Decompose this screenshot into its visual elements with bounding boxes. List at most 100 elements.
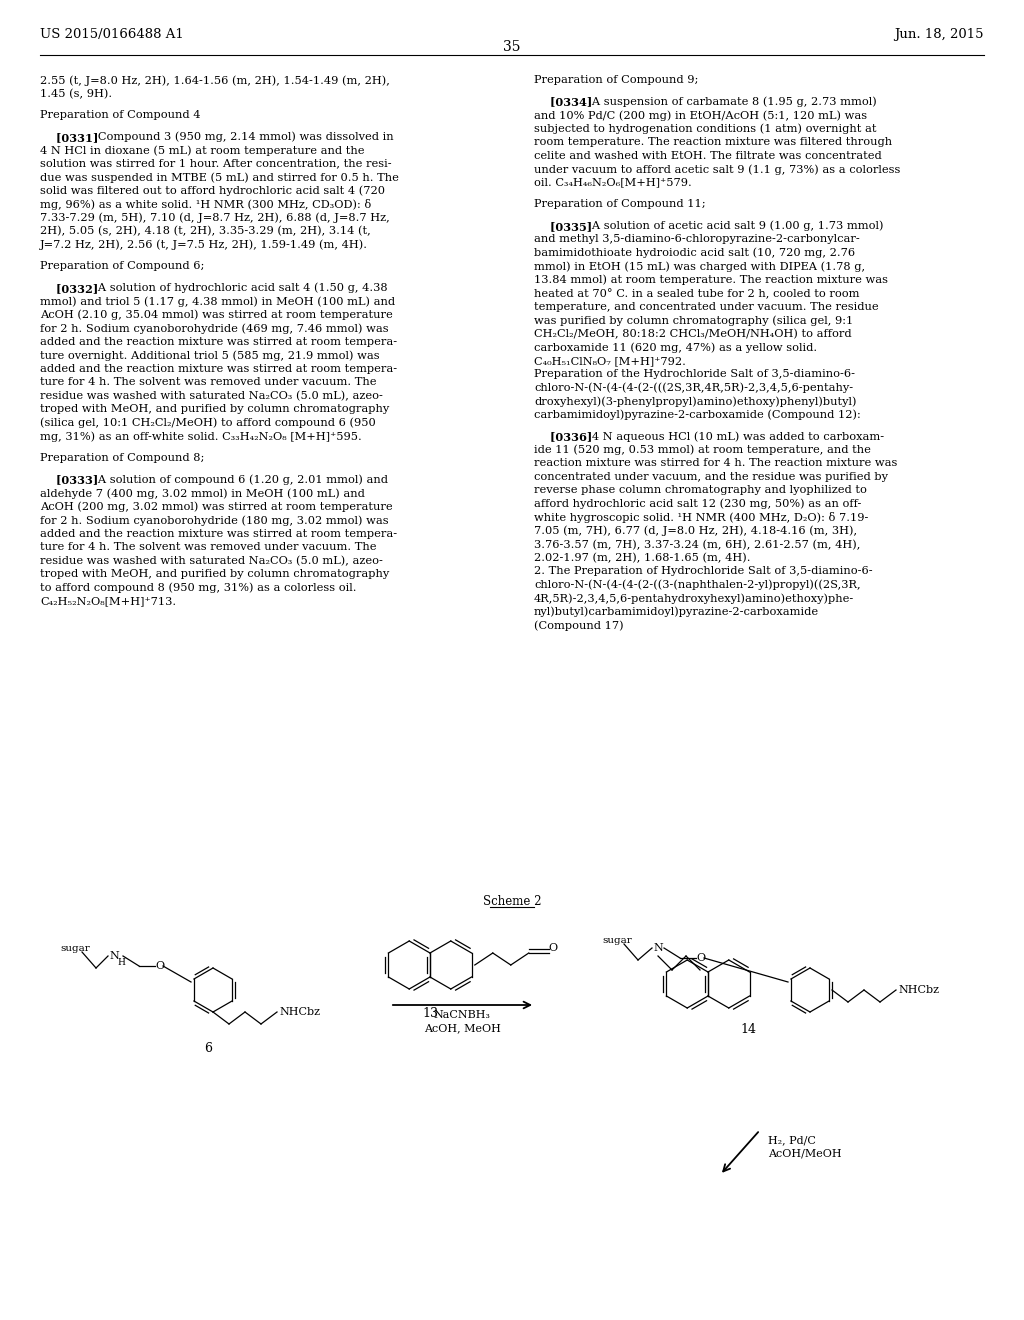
Text: ide 11 (520 mg, 0.53 mmol) at room temperature, and the: ide 11 (520 mg, 0.53 mmol) at room tempe… (534, 445, 870, 455)
Text: A suspension of carbamate 8 (1.95 g, 2.73 mmol): A suspension of carbamate 8 (1.95 g, 2.7… (581, 96, 877, 107)
Text: white hygroscopic solid. ¹H NMR (400 MHz, D₂O): δ 7.19-: white hygroscopic solid. ¹H NMR (400 MHz… (534, 512, 868, 524)
Text: chloro-N-(N-(4-(4-(2-((3-(naphthalen-2-yl)propyl)((2S,3R,: chloro-N-(N-(4-(4-(2-((3-(naphthalen-2-y… (534, 579, 860, 590)
Text: Preparation of Compound 8;: Preparation of Compound 8; (40, 453, 205, 463)
Text: sugar: sugar (602, 936, 632, 945)
Text: AcOH (200 mg, 3.02 mmol) was stirred at room temperature: AcOH (200 mg, 3.02 mmol) was stirred at … (40, 502, 392, 512)
Text: (silica gel, 10:1 CH₂Cl₂/MeOH) to afford compound 6 (950: (silica gel, 10:1 CH₂Cl₂/MeOH) to afford… (40, 418, 376, 429)
Text: Preparation of Compound 11;: Preparation of Compound 11; (534, 199, 706, 209)
Text: to afford compound 8 (950 mg, 31%) as a colorless oil.: to afford compound 8 (950 mg, 31%) as a … (40, 582, 356, 593)
Text: and 10% Pd/C (200 mg) in EtOH/AcOH (5:1, 120 mL) was: and 10% Pd/C (200 mg) in EtOH/AcOH (5:1,… (534, 110, 867, 120)
Text: troped with MeOH, and purified by column chromatography: troped with MeOH, and purified by column… (40, 404, 389, 414)
Text: 14: 14 (740, 1023, 756, 1036)
Text: NHCbz: NHCbz (898, 985, 939, 995)
Text: added and the reaction mixture was stirred at room tempera-: added and the reaction mixture was stirr… (40, 337, 397, 347)
Text: room temperature. The reaction mixture was filtered through: room temperature. The reaction mixture w… (534, 137, 892, 147)
Text: celite and washed with EtOH. The filtrate was concentrated: celite and washed with EtOH. The filtrat… (534, 150, 882, 161)
Text: C₄₀H₅₁ClN₈O₇ [M+H]⁺792.: C₄₀H₅₁ClN₈O₇ [M+H]⁺792. (534, 356, 686, 366)
Text: A solution of acetic acid salt 9 (1.00 g, 1.73 mmol): A solution of acetic acid salt 9 (1.00 g… (581, 220, 884, 231)
Text: Jun. 18, 2015: Jun. 18, 2015 (895, 28, 984, 41)
Text: Compound 3 (950 mg, 2.14 mmol) was dissolved in: Compound 3 (950 mg, 2.14 mmol) was disso… (87, 132, 393, 143)
Text: C₄₂H₅₂N₂O₈[M+H]⁺713.: C₄₂H₅₂N₂O₈[M+H]⁺713. (40, 597, 176, 606)
Text: 13: 13 (422, 1007, 438, 1020)
Text: N: N (653, 942, 663, 953)
Text: added and the reaction mixture was stirred at room tempera-: added and the reaction mixture was stirr… (40, 364, 397, 374)
Text: carbamimidoyl)pyrazine-2-carboxamide (Compound 12):: carbamimidoyl)pyrazine-2-carboxamide (Co… (534, 409, 861, 420)
Text: 3.76-3.57 (m, 7H), 3.37-3.24 (m, 6H), 2.61-2.57 (m, 4H),: 3.76-3.57 (m, 7H), 3.37-3.24 (m, 6H), 2.… (534, 540, 860, 549)
Text: reverse phase column chromatography and lyophilized to: reverse phase column chromatography and … (534, 486, 867, 495)
Text: for 2 h. Sodium cyanoborohydride (180 mg, 3.02 mmol) was: for 2 h. Sodium cyanoborohydride (180 mg… (40, 515, 389, 525)
Text: N: N (109, 950, 119, 961)
Text: sugar: sugar (60, 944, 90, 953)
Text: H₂, Pd/C: H₂, Pd/C (768, 1135, 816, 1144)
Text: A solution of compound 6 (1.20 g, 2.01 mmol) and: A solution of compound 6 (1.20 g, 2.01 m… (87, 475, 388, 486)
Text: mmol) in EtOH (15 mL) was charged with DIPEA (1.78 g,: mmol) in EtOH (15 mL) was charged with D… (534, 261, 865, 272)
Text: was purified by column chromatography (silica gel, 9:1: was purified by column chromatography (s… (534, 315, 853, 326)
Text: and methyl 3,5-diamino-6-chloropyrazine-2-carbonylcar-: and methyl 3,5-diamino-6-chloropyrazine-… (534, 235, 860, 244)
Text: [0334]: [0334] (534, 96, 592, 108)
Text: ture for 4 h. The solvent was removed under vacuum. The: ture for 4 h. The solvent was removed un… (40, 378, 377, 387)
Text: added and the reaction mixture was stirred at room tempera-: added and the reaction mixture was stirr… (40, 528, 397, 539)
Text: H: H (117, 958, 125, 968)
Text: 2. The Preparation of Hydrochloride Salt of 3,5-diamino-6-: 2. The Preparation of Hydrochloride Salt… (534, 566, 872, 577)
Text: mmol) and triol 5 (1.17 g, 4.38 mmol) in MeOH (100 mL) and: mmol) and triol 5 (1.17 g, 4.38 mmol) in… (40, 297, 395, 308)
Text: J=7.2 Hz, 2H), 2.56 (t, J=7.5 Hz, 2H), 1.59-1.49 (m, 4H).: J=7.2 Hz, 2H), 2.56 (t, J=7.5 Hz, 2H), 1… (40, 240, 368, 251)
Text: [0332]: [0332] (40, 282, 98, 294)
Text: solid was filtered out to afford hydrochloric acid salt 4 (720: solid was filtered out to afford hydroch… (40, 186, 385, 197)
Text: NHCbz: NHCbz (279, 1007, 319, 1016)
Text: solution was stirred for 1 hour. After concentration, the resi-: solution was stirred for 1 hour. After c… (40, 158, 391, 169)
Text: AcOH/MeOH: AcOH/MeOH (768, 1148, 842, 1158)
Text: 2.02-1.97 (m, 2H), 1.68-1.65 (m, 4H).: 2.02-1.97 (m, 2H), 1.68-1.65 (m, 4H). (534, 553, 751, 564)
Text: O: O (696, 953, 706, 964)
Text: chloro-N-(N-(4-(4-(2-(((2S,3R,4R,5R)-2,3,4,5,6-pentahy-: chloro-N-(N-(4-(4-(2-(((2S,3R,4R,5R)-2,3… (534, 383, 853, 393)
Text: ture overnight. Additional triol 5 (585 mg, 21.9 mmol) was: ture overnight. Additional triol 5 (585 … (40, 350, 380, 360)
Text: CH₂Cl₂/MeOH, 80:18:2 CHCl₃/MeOH/NH₄OH) to afford: CH₂Cl₂/MeOH, 80:18:2 CHCl₃/MeOH/NH₄OH) t… (534, 329, 852, 339)
Text: under vacuum to afford acetic salt 9 (1.1 g, 73%) as a colorless: under vacuum to afford acetic salt 9 (1.… (534, 164, 900, 174)
Text: Preparation of Compound 9;: Preparation of Compound 9; (534, 75, 698, 84)
Text: due was suspended in MTBE (5 mL) and stirred for 0.5 h. The: due was suspended in MTBE (5 mL) and sti… (40, 172, 399, 182)
Text: US 2015/0166488 A1: US 2015/0166488 A1 (40, 28, 183, 41)
Text: 7.33-7.29 (m, 5H), 7.10 (d, J=8.7 Hz, 2H), 6.88 (d, J=8.7 Hz,: 7.33-7.29 (m, 5H), 7.10 (d, J=8.7 Hz, 2H… (40, 213, 390, 223)
Text: [0331]: [0331] (40, 132, 98, 143)
Text: 2H), 5.05 (s, 2H), 4.18 (t, 2H), 3.35-3.29 (m, 2H), 3.14 (t,: 2H), 5.05 (s, 2H), 4.18 (t, 2H), 3.35-3.… (40, 226, 371, 236)
Text: O: O (155, 961, 164, 972)
Text: 6: 6 (204, 1041, 212, 1055)
Text: troped with MeOH, and purified by column chromatography: troped with MeOH, and purified by column… (40, 569, 389, 579)
Text: mg, 96%) as a white solid. ¹H NMR (300 MHz, CD₃OD): δ: mg, 96%) as a white solid. ¹H NMR (300 M… (40, 199, 372, 210)
Text: subjected to hydrogenation conditions (1 atm) overnight at: subjected to hydrogenation conditions (1… (534, 124, 877, 135)
Text: 4R,5R)-2,3,4,5,6-pentahydroxyhexyl)amino)ethoxy)phe-: 4R,5R)-2,3,4,5,6-pentahydroxyhexyl)amino… (534, 594, 854, 605)
Text: for 2 h. Sodium cyanoborohydride (469 mg, 7.46 mmol) was: for 2 h. Sodium cyanoborohydride (469 mg… (40, 323, 389, 334)
Text: 4 N aqueous HCl (10 mL) was added to carboxam-: 4 N aqueous HCl (10 mL) was added to car… (581, 432, 884, 442)
Text: 2.55 (t, J=8.0 Hz, 2H), 1.64-1.56 (m, 2H), 1.54-1.49 (m, 2H),: 2.55 (t, J=8.0 Hz, 2H), 1.64-1.56 (m, 2H… (40, 75, 390, 86)
Text: Preparation of Compound 6;: Preparation of Compound 6; (40, 261, 205, 272)
Text: residue was washed with saturated Na₂CO₃ (5.0 mL), azeo-: residue was washed with saturated Na₂CO₃… (40, 556, 383, 566)
Text: 1.45 (s, 9H).: 1.45 (s, 9H). (40, 88, 112, 99)
Text: [0336]: [0336] (534, 432, 592, 442)
Text: 7.05 (m, 7H), 6.77 (d, J=8.0 Hz, 2H), 4.18-4.16 (m, 3H),: 7.05 (m, 7H), 6.77 (d, J=8.0 Hz, 2H), 4.… (534, 525, 857, 536)
Text: O: O (549, 942, 558, 953)
Text: reaction mixture was stirred for 4 h. The reaction mixture was: reaction mixture was stirred for 4 h. Th… (534, 458, 897, 469)
Text: [0333]: [0333] (40, 475, 98, 486)
Text: mg, 31%) as an off-white solid. C₃₃H₄₂N₂O₈ [M+H]⁺595.: mg, 31%) as an off-white solid. C₃₃H₄₂N₂… (40, 432, 361, 442)
Text: nyl)butyl)carbamimidoyl)pyrazine-2-carboxamide: nyl)butyl)carbamimidoyl)pyrazine-2-carbo… (534, 607, 819, 618)
Text: (Compound 17): (Compound 17) (534, 620, 624, 631)
Text: [0335]: [0335] (534, 220, 592, 232)
Text: afford hydrochloric acid salt 12 (230 mg, 50%) as an off-: afford hydrochloric acid salt 12 (230 mg… (534, 499, 861, 510)
Text: heated at 70° C. in a sealed tube for 2 h, cooled to room: heated at 70° C. in a sealed tube for 2 … (534, 288, 859, 298)
Text: carboxamide 11 (620 mg, 47%) as a yellow solid.: carboxamide 11 (620 mg, 47%) as a yellow… (534, 342, 817, 352)
Text: droxyhexyl)(3-phenylpropyl)amino)ethoxy)phenyl)butyl): droxyhexyl)(3-phenylpropyl)amino)ethoxy)… (534, 396, 856, 407)
Text: A solution of hydrochloric acid salt 4 (1.50 g, 4.38: A solution of hydrochloric acid salt 4 (… (87, 282, 388, 293)
Text: Preparation of Compound 4: Preparation of Compound 4 (40, 110, 201, 120)
Text: 4 N HCl in dioxane (5 mL) at room temperature and the: 4 N HCl in dioxane (5 mL) at room temper… (40, 145, 365, 156)
Text: residue was washed with saturated Na₂CO₃ (5.0 mL), azeo-: residue was washed with saturated Na₂CO₃… (40, 391, 383, 401)
Text: oil. C₃₄H₄₆N₂O₆[M+H]⁺579.: oil. C₃₄H₄₆N₂O₆[M+H]⁺579. (534, 178, 692, 187)
Text: Scheme 2: Scheme 2 (482, 895, 542, 908)
Text: NaCNBH₃: NaCNBH₃ (433, 1010, 490, 1020)
Text: bamimidothioate hydroiodic acid salt (10, 720 mg, 2.76: bamimidothioate hydroiodic acid salt (10… (534, 248, 855, 259)
Text: aldehyde 7 (400 mg, 3.02 mmol) in MeOH (100 mL) and: aldehyde 7 (400 mg, 3.02 mmol) in MeOH (… (40, 488, 365, 499)
Text: ture for 4 h. The solvent was removed under vacuum. The: ture for 4 h. The solvent was removed un… (40, 543, 377, 552)
Text: temperature, and concentrated under vacuum. The residue: temperature, and concentrated under vacu… (534, 302, 879, 312)
Text: Preparation of the Hydrochloride Salt of 3,5-diamino-6-: Preparation of the Hydrochloride Salt of… (534, 370, 855, 379)
Text: 13.84 mmol) at room temperature. The reaction mixture was: 13.84 mmol) at room temperature. The rea… (534, 275, 888, 285)
Text: AcOH (2.10 g, 35.04 mmol) was stirred at room temperature: AcOH (2.10 g, 35.04 mmol) was stirred at… (40, 310, 393, 321)
Text: concentrated under vacuum, and the residue was purified by: concentrated under vacuum, and the resid… (534, 471, 888, 482)
